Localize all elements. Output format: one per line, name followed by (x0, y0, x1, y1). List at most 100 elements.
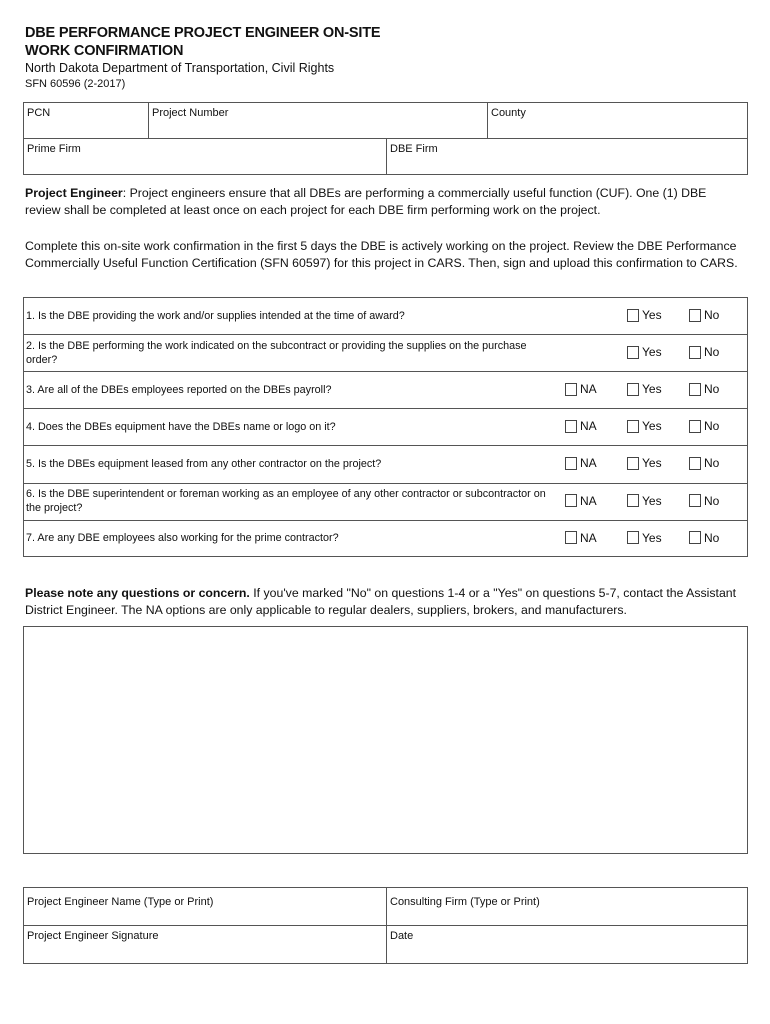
divider (23, 482, 748, 484)
option-no[interactable]: No (689, 456, 719, 470)
consulting-firm-field[interactable]: Consulting Firm (Type or Print) (387, 892, 747, 925)
checkbox-yes[interactable] (627, 382, 639, 396)
divider (386, 887, 387, 964)
option-na[interactable]: NA (565, 531, 597, 545)
engineer-name-label: Project Engineer Name (Type or Print) (27, 896, 214, 908)
option-label-yes: Yes (642, 456, 662, 471)
divider (148, 102, 149, 138)
option-label-na: NA (580, 382, 597, 397)
checkbox-na[interactable] (565, 382, 577, 396)
option-yes[interactable]: Yes (627, 382, 662, 396)
option-label-no: No (704, 530, 720, 545)
checkbox-yes[interactable] (627, 494, 639, 507)
project-number-field[interactable]: Project Number (149, 103, 487, 138)
question-row: 6. Is the DBE superintendent or foreman … (23, 482, 748, 520)
divider (23, 334, 748, 336)
county-field[interactable]: County (488, 103, 747, 138)
checkbox-yes[interactable] (627, 308, 639, 322)
county-label: County (491, 107, 526, 119)
option-label-no: No (704, 493, 720, 508)
checkbox-na[interactable] (565, 494, 577, 507)
engineer-signature-label: Project Engineer Signature (27, 930, 159, 942)
checkbox-no[interactable] (689, 494, 701, 507)
option-label-no: No (704, 419, 720, 434)
option-yes[interactable]: Yes (627, 308, 662, 322)
question-row: 3. Are all of the DBEs employees reporte… (23, 371, 748, 408)
option-yes[interactable]: Yes (627, 345, 662, 359)
option-yes[interactable]: Yes (627, 531, 662, 545)
option-na[interactable]: NA (565, 494, 597, 508)
question-text: 4. Does the DBEs equipment have the DBEs… (26, 420, 336, 433)
checkbox-no[interactable] (689, 456, 701, 470)
checkbox-no[interactable] (689, 419, 701, 433)
option-yes[interactable]: Yes (627, 494, 662, 508)
form-number: SFN 60596 (2-2017) (25, 78, 126, 90)
option-no[interactable]: No (689, 531, 719, 545)
option-na[interactable]: NA (565, 382, 597, 396)
note-paragraph: Please note any questions or concern. If… (25, 585, 740, 619)
option-no[interactable]: No (689, 419, 719, 433)
option-label-no: No (704, 456, 720, 471)
instructions-bold: Project Engineer (25, 186, 123, 200)
option-na[interactable]: NA (565, 456, 597, 470)
checkbox-yes[interactable] (627, 531, 639, 545)
option-label-yes: Yes (642, 345, 662, 360)
instructions-paragraph-1: Project Engineer: Project engineers ensu… (25, 185, 740, 219)
option-label-na: NA (580, 419, 597, 434)
checkbox-no[interactable] (689, 308, 701, 322)
divider (23, 925, 748, 926)
option-label-yes: Yes (642, 493, 662, 508)
dbe-firm-label: DBE Firm (390, 143, 438, 155)
divider (23, 408, 748, 410)
divider (23, 138, 748, 139)
comments-textarea[interactable] (23, 626, 748, 854)
date-label: Date (390, 930, 414, 942)
option-no[interactable]: No (689, 494, 719, 508)
engineer-signature-field[interactable]: Project Engineer Signature (24, 926, 386, 963)
question-text: 1. Is the DBE providing the work and/or … (26, 309, 405, 322)
dbe-firm-field[interactable]: DBE Firm (387, 139, 747, 174)
divider (487, 102, 488, 138)
checkbox-na[interactable] (565, 419, 577, 433)
checkbox-yes[interactable] (627, 345, 639, 359)
note-bold: Please note any questions or concern. (25, 586, 250, 600)
prime-firm-field[interactable]: Prime Firm (24, 139, 386, 174)
option-label-no: No (704, 345, 720, 360)
option-no[interactable]: No (689, 382, 719, 396)
question-row: 4. Does the DBEs equipment have the DBEs… (23, 408, 748, 445)
divider (23, 371, 748, 373)
instructions-text: : Project engineers ensure that all DBEs… (25, 186, 707, 217)
checkbox-no[interactable] (689, 531, 701, 545)
agency-name: North Dakota Department of Transportatio… (25, 61, 335, 75)
form-title: DBE PERFORMANCE PROJECT ENGINEER ON-SITE… (25, 24, 381, 60)
option-no[interactable]: No (689, 345, 719, 359)
option-yes[interactable]: Yes (627, 456, 662, 470)
divider (23, 519, 748, 521)
question-text: 6. Is the DBE superintendent or foreman … (26, 488, 546, 514)
question-row: 7. Are any DBE employees also working fo… (23, 519, 748, 557)
instructions-paragraph-2: Complete this on-site work confirmation … (25, 239, 738, 270)
prime-firm-label: Prime Firm (27, 143, 81, 155)
checkbox-no[interactable] (689, 382, 701, 396)
date-field[interactable]: Date (387, 926, 747, 963)
note-text: If you've marked "No" on questions 1-4 o… (25, 586, 737, 617)
checkbox-no[interactable] (689, 345, 701, 359)
checkbox-na[interactable] (565, 531, 577, 545)
option-label-na: NA (580, 530, 597, 545)
divider (386, 138, 387, 175)
option-no[interactable]: No (689, 308, 719, 322)
question-text: 3. Are all of the DBEs employees reporte… (26, 383, 332, 396)
option-label-na: NA (580, 493, 597, 508)
checkbox-yes[interactable] (627, 419, 639, 433)
checkbox-yes[interactable] (627, 456, 639, 470)
option-label-no: No (704, 308, 720, 322)
title-line-1: DBE PERFORMANCE PROJECT ENGINEER ON-SITE (25, 25, 381, 41)
option-yes[interactable]: Yes (627, 419, 662, 433)
option-label-yes: Yes (642, 419, 662, 434)
question-row: 5. Is the DBEs equipment leased from any… (23, 445, 748, 482)
checkbox-na[interactable] (565, 456, 577, 470)
question-text: 7. Are any DBE employees also working fo… (26, 532, 339, 545)
option-na[interactable]: NA (565, 419, 597, 433)
pcn-field[interactable]: PCN (24, 103, 148, 138)
engineer-name-field[interactable]: Project Engineer Name (Type or Print) (24, 892, 386, 925)
